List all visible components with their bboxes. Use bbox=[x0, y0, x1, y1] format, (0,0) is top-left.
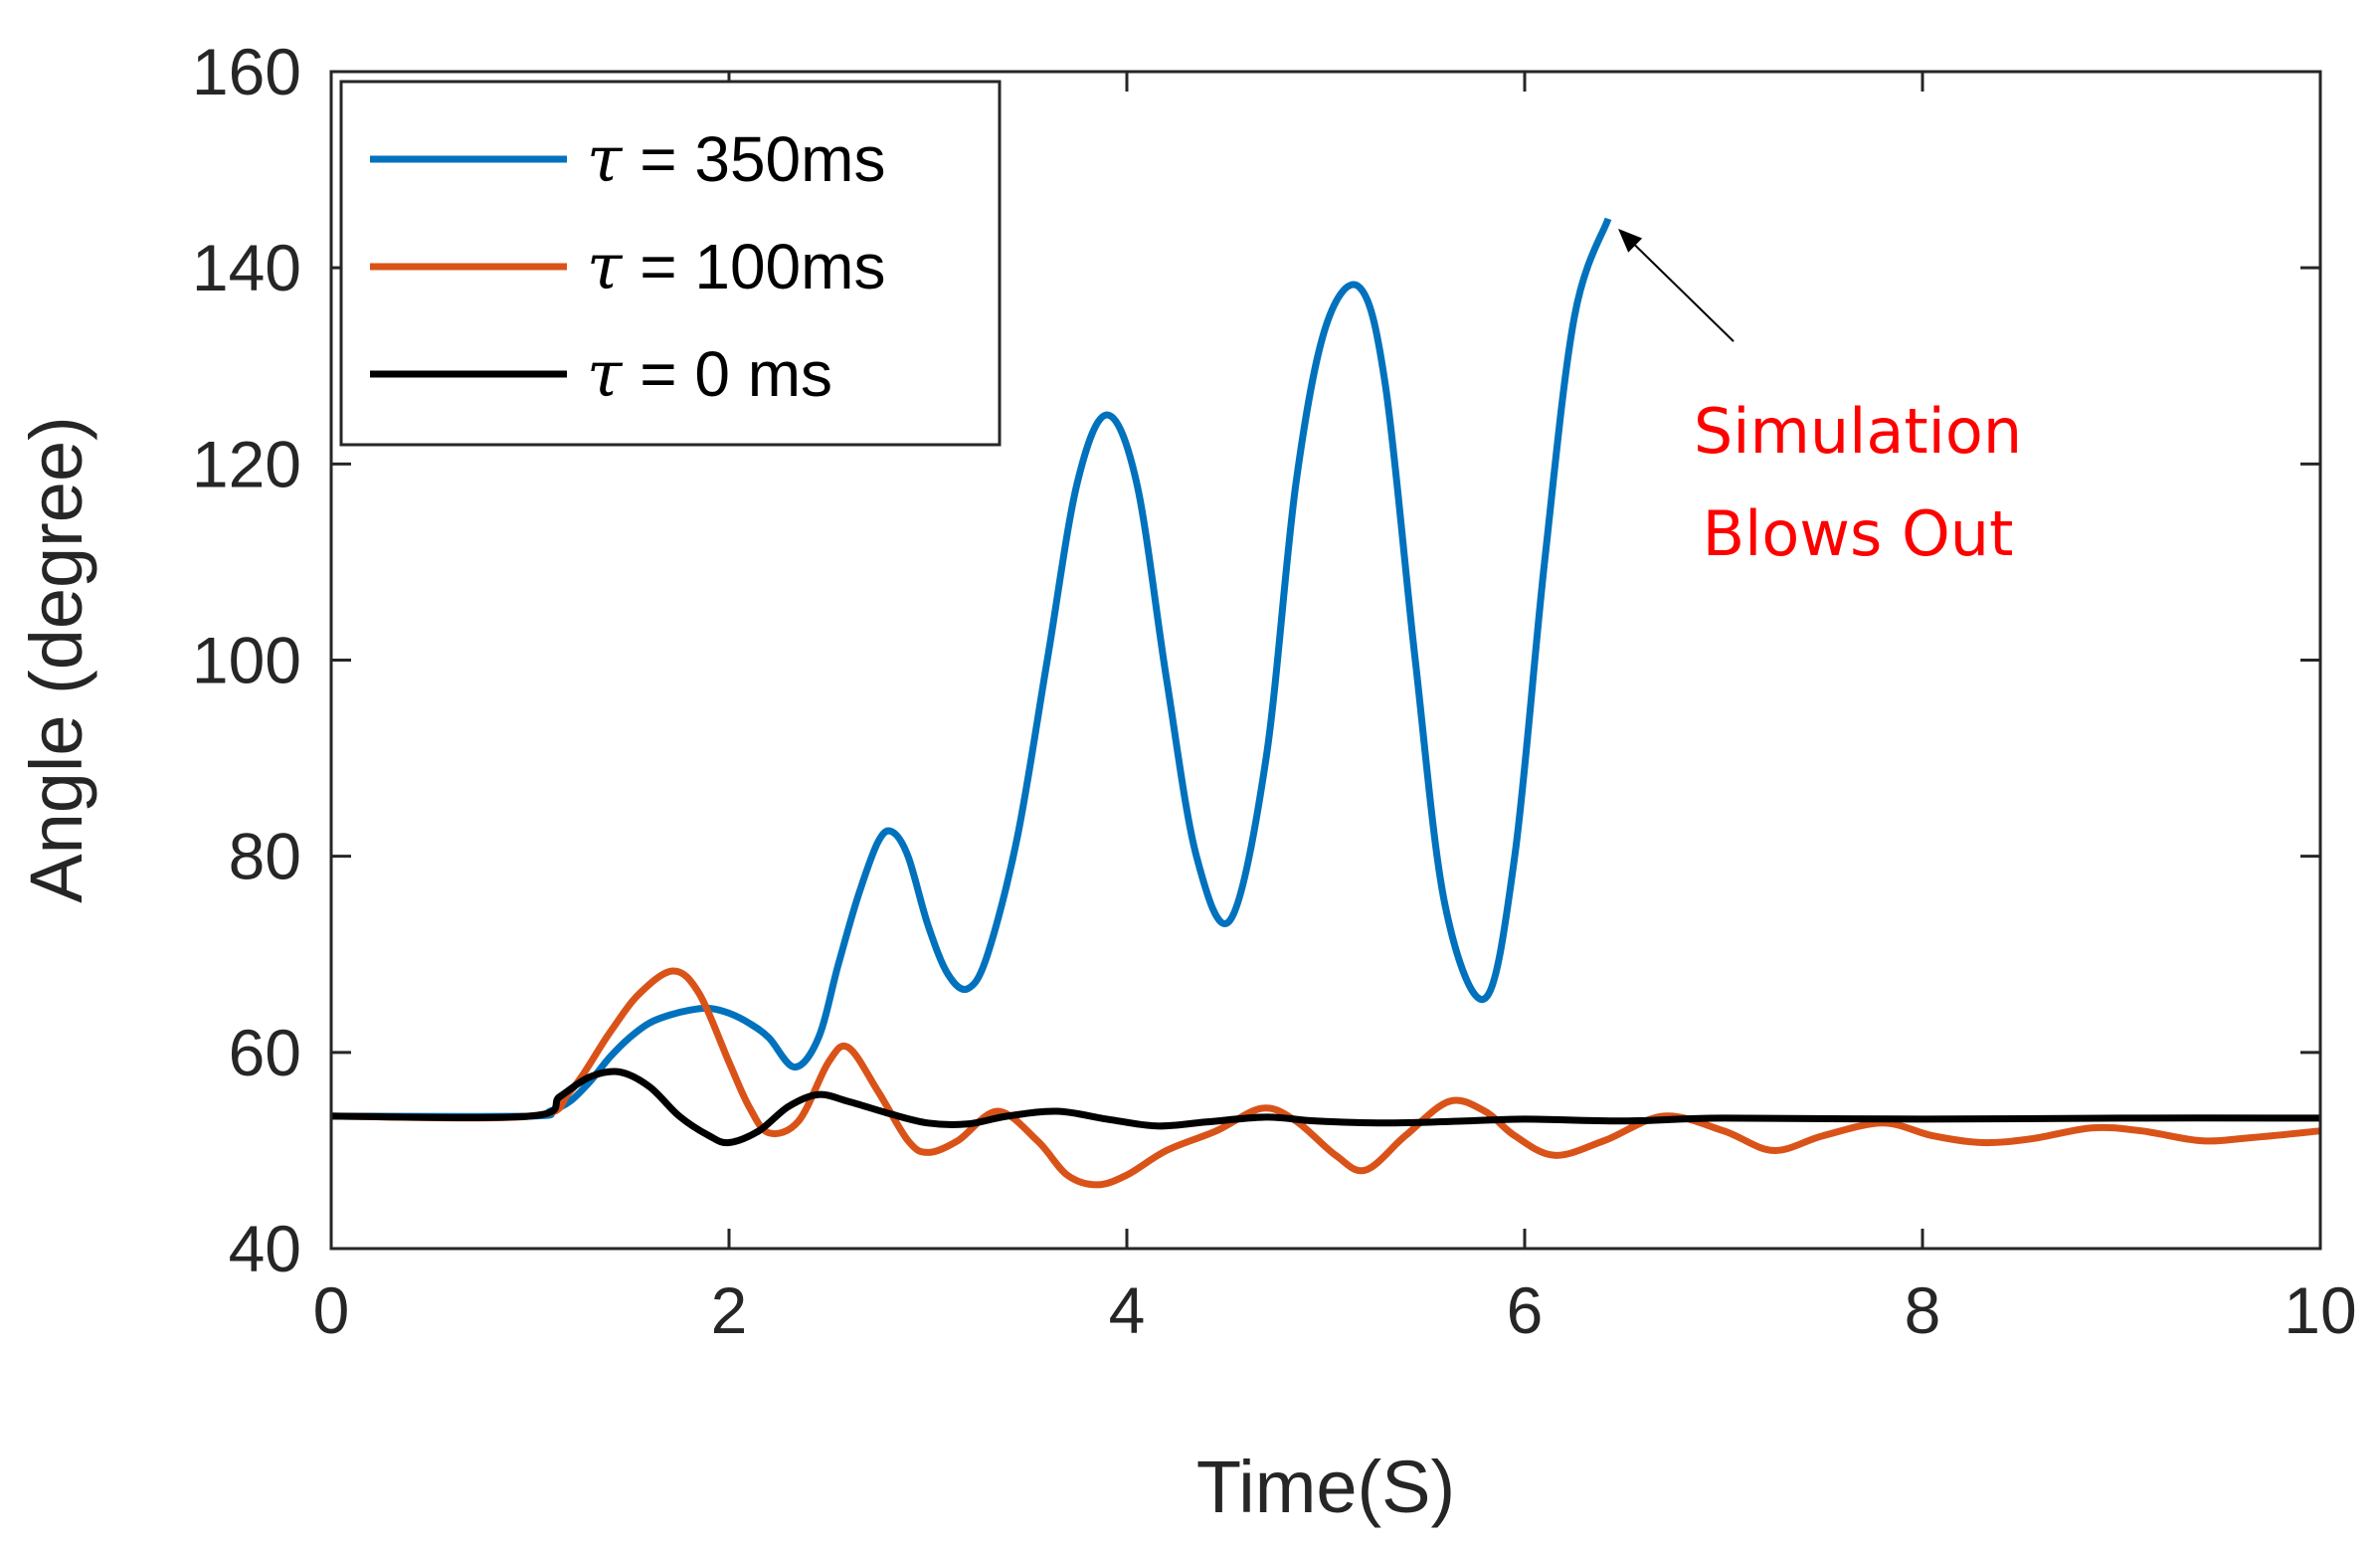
x-tick-label: 6 bbox=[1507, 1273, 1544, 1347]
x-tick-label: 10 bbox=[2284, 1273, 2356, 1347]
ticks-layer: 0 2 4 6 8 10 40 60 80 100 120 140 160 bbox=[192, 35, 2357, 1347]
legend-label-1: τ = 100ms bbox=[587, 231, 885, 304]
legend-label-0: τ = 350ms bbox=[587, 123, 885, 197]
x-tick-label: 0 bbox=[313, 1273, 350, 1347]
y-tick-label: 120 bbox=[192, 427, 301, 500]
legend-tau-symbol: τ bbox=[587, 231, 624, 304]
x-tick-label: 2 bbox=[711, 1273, 748, 1347]
y-tick-label: 100 bbox=[192, 624, 301, 697]
annotation-text-line2: Blows Out bbox=[1703, 497, 2014, 570]
series-line-0 bbox=[330, 217, 1612, 1120]
x-tick-label: 4 bbox=[1109, 1273, 1146, 1347]
legend-tau-symbol: τ bbox=[587, 338, 624, 412]
annotation-arrowhead bbox=[1618, 228, 1643, 253]
series-layer bbox=[330, 217, 2321, 1189]
legend-label-text: = 350ms bbox=[622, 123, 885, 195]
x-tick-label: 8 bbox=[1905, 1273, 1941, 1347]
y-tick-label: 160 bbox=[192, 35, 301, 108]
y-tick-label: 80 bbox=[229, 820, 301, 893]
series-line-2 bbox=[330, 1067, 2321, 1147]
y-tick-label: 140 bbox=[192, 231, 301, 304]
annotation-arrow bbox=[1634, 244, 1735, 342]
y-axis-title: Angle (degree) bbox=[15, 416, 97, 903]
y-tick-label: 60 bbox=[229, 1016, 301, 1089]
y-tick-label: 40 bbox=[229, 1212, 301, 1285]
legend-label-2: τ = 0 ms bbox=[587, 338, 832, 412]
legend-label-text: = 0 ms bbox=[622, 338, 832, 410]
series-line-1 bbox=[330, 967, 2321, 1189]
legend-label-text: = 100ms bbox=[622, 231, 885, 302]
x-axis-title: Time(S) bbox=[1196, 1446, 1455, 1528]
annotation-layer: Simulation Blows Out bbox=[1618, 228, 2022, 570]
annotation-text-line1: Simulation bbox=[1694, 395, 2022, 468]
legend-tau-symbol: τ bbox=[587, 123, 624, 197]
